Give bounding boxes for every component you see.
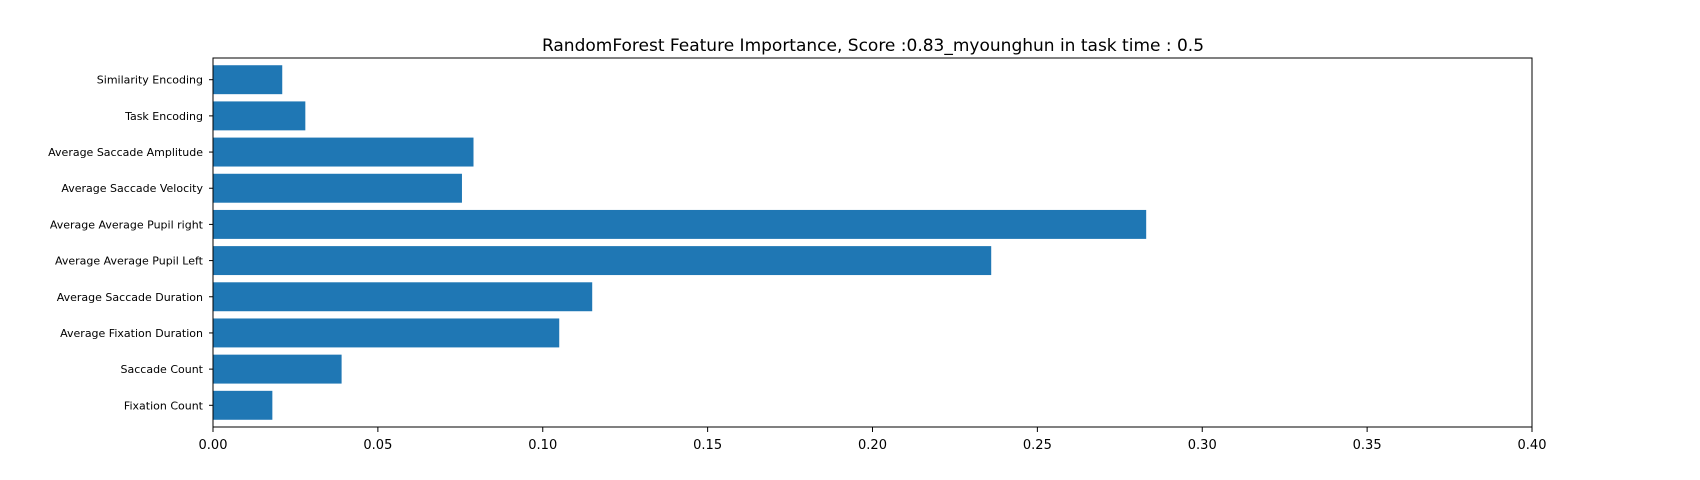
y-tick-label: Average Fixation Duration [60,327,203,340]
chart-title: RandomForest Feature Importance, Score :… [542,36,1204,56]
x-axis-ticks: 0.00 0.05 0.10 0.15 0.20 0.25 0.30 0.35 0.40 [199,427,1547,453]
y-tick-label: Average Saccade Duration [57,291,203,304]
bar-6 [213,173,462,203]
y-tick-label: Average Saccade Velocity [61,182,203,195]
bar-0 [213,390,273,420]
x-tick-label: 0.20 [858,438,887,453]
y-tick-label: Saccade Count [121,363,204,376]
x-tick-label: 0.15 [693,438,722,453]
bar-1 [213,354,342,384]
x-tick-label: 0.35 [1353,438,1382,453]
x-tick-label: 0.05 [363,438,392,453]
x-tick-label: 0.30 [1188,438,1217,453]
y-tick-label: Average Average Pupil right [50,218,204,231]
bars-group [213,65,1147,420]
y-tick-label: Similarity Encoding [97,74,203,87]
bar-3 [213,282,593,312]
x-tick-label: 0.10 [528,438,557,453]
bar-8 [213,101,306,131]
y-axis-ticks: Fixation Count Saccade Count Average Fixat… [48,74,213,412]
bar-7 [213,137,474,167]
y-tick-label: Average Average Pupil Left [55,255,204,268]
y-tick-label: Average Saccade Amplitude [48,146,203,159]
bar-9 [213,65,283,95]
plot-frame [212,57,1533,428]
x-tick-label: 0.00 [199,438,228,453]
bar-4 [213,246,992,276]
bar-2 [213,318,560,348]
y-tick-label: Fixation Count [124,399,204,412]
x-tick-label: 0.40 [1518,438,1547,453]
x-tick-label: 0.25 [1023,438,1052,453]
bar-5 [213,209,1147,239]
y-tick-label: Task Encoding [124,110,203,123]
